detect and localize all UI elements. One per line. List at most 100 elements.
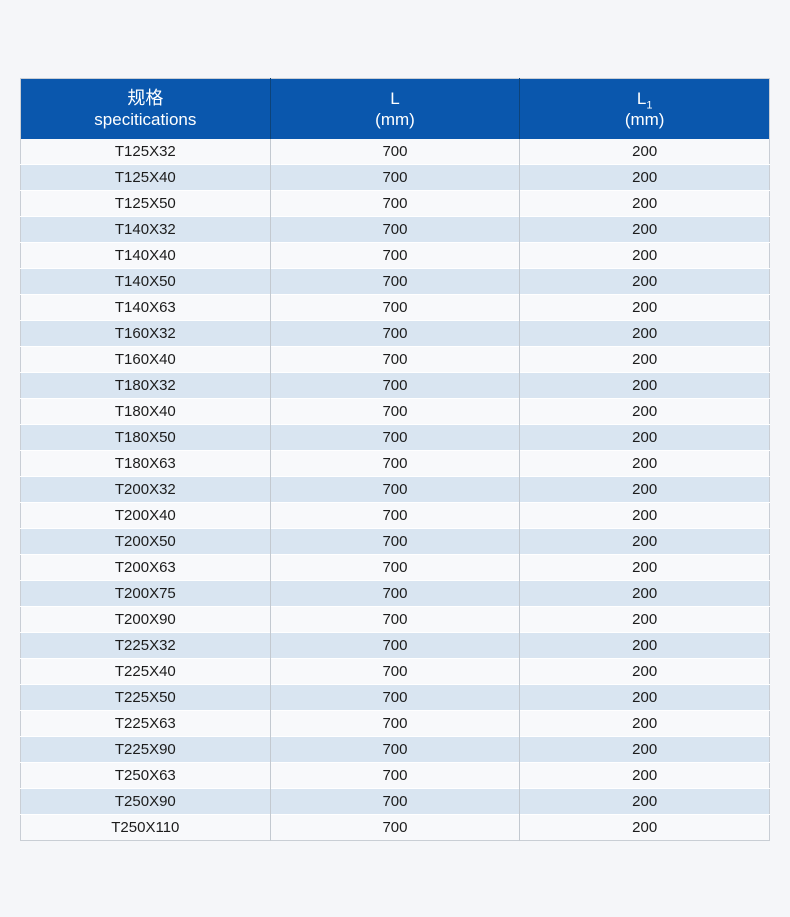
spec-cell: T225X32 <box>20 632 271 659</box>
l1-cell: 200 <box>519 320 770 347</box>
table-row: T140X40 700 200 <box>20 242 770 269</box>
table-body: T125X32 700 200 T125X40 700 200 T125X50 700 200 T… <box>20 138 770 841</box>
l-cell: 700 <box>269 424 520 451</box>
spec-cell: T180X63 <box>20 450 271 477</box>
header-l1-symbol: L1 <box>636 88 653 112</box>
table-row: T125X32 700 200 <box>20 138 770 165</box>
spec-cell: T180X32 <box>20 372 271 399</box>
spec-cell: T140X32 <box>20 216 271 243</box>
table-row: T140X50 700 200 <box>20 268 770 295</box>
l1-cell: 200 <box>519 710 770 737</box>
l-cell: 700 <box>269 450 520 477</box>
table-row: T200X40 700 200 <box>20 502 770 529</box>
l-cell: 700 <box>269 658 520 685</box>
l1-cell: 200 <box>519 788 770 815</box>
header-cell-l1: L1 (mm) <box>519 78 770 139</box>
header-spec-en: specitications <box>94 109 197 129</box>
l1-cell: 200 <box>519 476 770 503</box>
spec-cell: T250X110 <box>20 814 271 841</box>
spec-cell: T125X40 <box>20 164 271 191</box>
l1-cell: 200 <box>519 684 770 711</box>
l-cell: 700 <box>269 554 520 581</box>
l1-cell: 200 <box>519 398 770 425</box>
l1-cell: 200 <box>519 502 770 529</box>
l-cell: 700 <box>269 632 520 659</box>
table-row: T180X50 700 200 <box>20 424 770 451</box>
table-header: 规格 specitications L (mm) L1 (mm) <box>20 78 770 139</box>
l-cell: 700 <box>269 372 520 399</box>
l-cell: 700 <box>269 398 520 425</box>
l1-cell: 200 <box>519 580 770 607</box>
spec-cell: T225X90 <box>20 736 271 763</box>
table-row: T200X32 700 200 <box>20 476 770 503</box>
l-cell: 700 <box>269 476 520 503</box>
spec-cell: T200X50 <box>20 528 271 555</box>
l-cell: 700 <box>269 138 520 165</box>
spec-cell: T160X32 <box>20 320 271 347</box>
spec-cell: T200X32 <box>20 476 271 503</box>
spec-cell: T180X40 <box>20 398 271 425</box>
spec-cell: T140X40 <box>20 242 271 269</box>
l-cell: 700 <box>269 346 520 373</box>
l1-cell: 200 <box>519 554 770 581</box>
spec-cell: T140X63 <box>20 294 271 321</box>
l-cell: 700 <box>269 580 520 607</box>
spec-cell: T160X40 <box>20 346 271 373</box>
header-l1-subscript: 1 <box>646 99 653 112</box>
table-row: T225X40 700 200 <box>20 658 770 685</box>
l-cell: 700 <box>269 294 520 321</box>
l1-cell: 200 <box>519 294 770 321</box>
table-row: T225X50 700 200 <box>20 684 770 711</box>
table-row: T180X40 700 200 <box>20 398 770 425</box>
spec-cell: T225X40 <box>20 658 271 685</box>
spec-cell: T125X50 <box>20 190 271 217</box>
l1-cell: 200 <box>519 242 770 269</box>
l-cell: 700 <box>269 606 520 633</box>
l-cell: 700 <box>269 528 520 555</box>
header-spec-zh: 规格 <box>127 87 164 108</box>
l1-cell: 200 <box>519 528 770 555</box>
table-row: T160X32 700 200 <box>20 320 770 347</box>
l1-cell: 200 <box>519 632 770 659</box>
table-row: T225X63 700 200 <box>20 710 770 737</box>
table-row: T180X63 700 200 <box>20 450 770 477</box>
spec-cell: T200X90 <box>20 606 271 633</box>
l-cell: 700 <box>269 788 520 815</box>
table-row: T250X63 700 200 <box>20 762 770 789</box>
l-cell: 700 <box>269 710 520 737</box>
specifications-table: 规格 specitications L (mm) L1 (mm) T125X32… <box>20 78 770 841</box>
l-cell: 700 <box>269 164 520 191</box>
spec-cell: T200X63 <box>20 554 271 581</box>
spec-cell: T225X50 <box>20 684 271 711</box>
l1-cell: 200 <box>519 190 770 217</box>
table-row: T125X50 700 200 <box>20 190 770 217</box>
l-cell: 700 <box>269 502 520 529</box>
header-l1-unit: (mm) <box>624 109 665 129</box>
l1-cell: 200 <box>519 372 770 399</box>
table-row: T225X90 700 200 <box>20 736 770 763</box>
header-cell-spec: 规格 specitications <box>20 78 271 139</box>
table-row: T200X63 700 200 <box>20 554 770 581</box>
header-cell-l: L (mm) <box>269 78 520 139</box>
l-cell: 700 <box>269 736 520 763</box>
l1-cell: 200 <box>519 216 770 243</box>
l1-cell: 200 <box>519 346 770 373</box>
header-l-symbol: L <box>390 88 400 108</box>
specifications-table-container: 规格 specitications L (mm) L1 (mm) T125X32… <box>20 78 770 841</box>
l-cell: 700 <box>269 320 520 347</box>
table-row: T250X90 700 200 <box>20 788 770 815</box>
table-row: T140X32 700 200 <box>20 216 770 243</box>
l-cell: 700 <box>269 814 520 841</box>
spec-cell: T250X63 <box>20 762 271 789</box>
l-cell: 700 <box>269 762 520 789</box>
l-cell: 700 <box>269 268 520 295</box>
table-row: T200X90 700 200 <box>20 606 770 633</box>
table-row: T160X40 700 200 <box>20 346 770 373</box>
l1-cell: 200 <box>519 424 770 451</box>
spec-cell: T200X40 <box>20 502 271 529</box>
spec-cell: T200X75 <box>20 580 271 607</box>
l1-cell: 200 <box>519 450 770 477</box>
l-cell: 700 <box>269 190 520 217</box>
table-row: T200X50 700 200 <box>20 528 770 555</box>
header-l-unit: (mm) <box>375 109 415 129</box>
